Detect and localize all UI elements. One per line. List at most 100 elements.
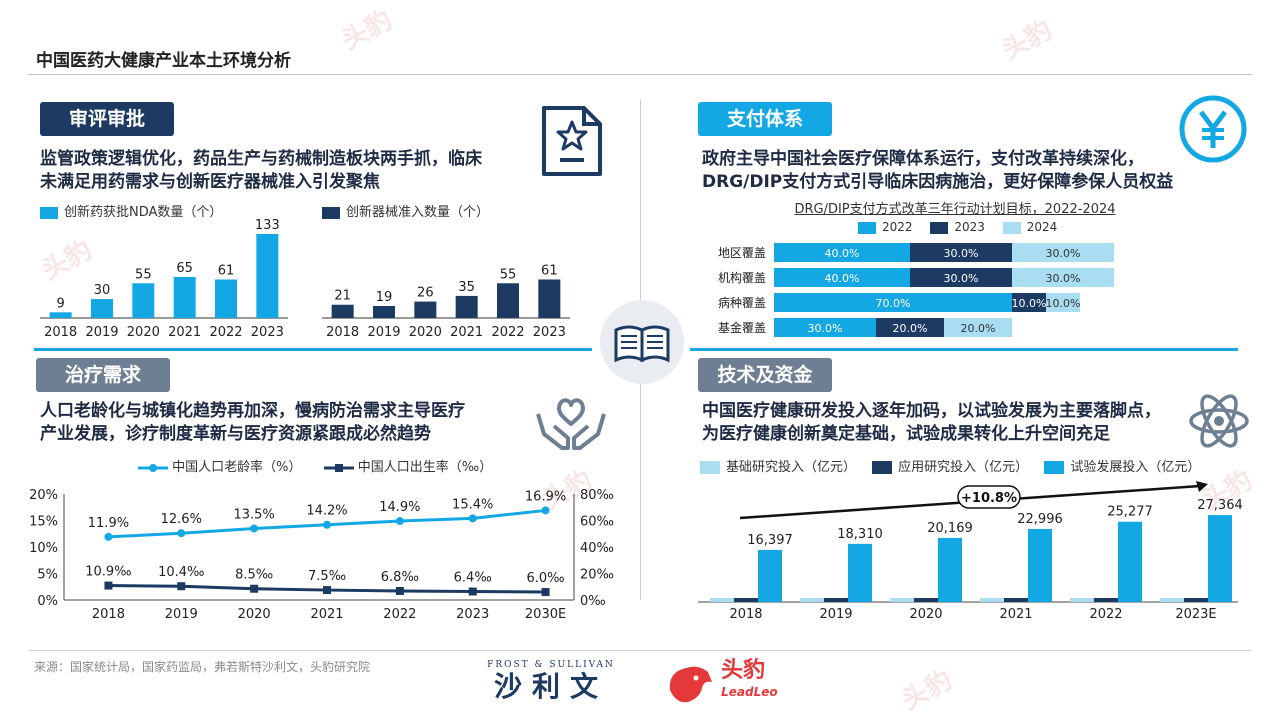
rnd-value-label: 25,277 [1107, 505, 1153, 520]
rnd-bar [824, 598, 848, 602]
rnd-legend-experimental: 试验发展投入（亿元） [1070, 460, 1201, 475]
rnd-x-tick: 2018 [729, 607, 762, 622]
pop-aging-point [250, 524, 259, 533]
pop-x-tick: 2022 [383, 607, 416, 622]
rnd-bar [1160, 598, 1184, 602]
rnd-value-label: 27,364 [1197, 498, 1243, 513]
legend-aging: 中国人口老龄率（%） [172, 460, 302, 475]
watermark-2: 头豹 [337, 5, 398, 57]
rnd-bar [1070, 598, 1094, 602]
pop-data-label: 7.5‰ [308, 569, 346, 584]
nda-bar [132, 283, 155, 318]
devices-x-tick: 2021 [450, 325, 483, 340]
pop-left-tick: 20% [29, 488, 58, 503]
leadleo-en: LeadLeo [721, 685, 778, 699]
rnd-legend-applied-swatch [872, 461, 893, 474]
legend-nda: 创新药获批NDA数量（个） [40, 201, 222, 220]
pop-data-label: 12.6% [161, 512, 202, 527]
drg-segment-label: 10.0% [1046, 297, 1081, 310]
legend-devices-label: 创新器械准入数量（个） [346, 205, 490, 220]
rnd-cagr-badge [957, 485, 1021, 509]
rnd-x-tick: 2020 [909, 607, 942, 622]
rnd-legend-basic-swatch [700, 461, 720, 474]
pop-aging-point [395, 517, 404, 526]
drg-stacked-bar-chart: 地区覆盖 40.0% 30.0% 30.0% 机构覆盖 40.0% 30.0% 30.0% 病种… [718, 243, 1114, 337]
nda-x-tick: 2019 [85, 325, 118, 340]
frost-sullivan-cn: 沙利文 [493, 670, 608, 703]
rnd-bar [710, 598, 734, 602]
devices-x-tick: 2018 [326, 325, 359, 340]
pop-right-tick: 40‰ [580, 541, 614, 556]
rnd-bar [758, 549, 782, 602]
payment-description: 政府主导中国社会医疗保障体系运行，支付改革持续深化， DRG/DIP支付方式引导… [702, 148, 1242, 194]
rnd-bar-chart: +10.8% 16,397 2018 18,310 2019 20,169 2020 22,9… [698, 481, 1243, 622]
pop-left-tick: 10% [29, 541, 58, 556]
rnd-legend: 基础研究投入（亿元） 应用研究投入（亿元） 试验发展投入（亿元） [700, 456, 1200, 475]
rnd-x-tick: 2021 [999, 607, 1032, 622]
review-description: 监管政策逻辑优化，药品生产与药械制造板块两手抓，临床 未满足用药需求与创新医疗器… [40, 148, 540, 194]
drg-legend-2022: 2022 [882, 220, 913, 234]
tag-tech: 技术及资金 [698, 358, 832, 392]
legend-devices: 创新器械准入数量（个） [322, 201, 489, 220]
pop-x-tick: 2021 [310, 607, 343, 622]
pop-data-label: 6.0‰ [527, 571, 565, 586]
legend-nda-label: 创新药获批NDA数量（个） [64, 205, 223, 220]
pop-aging-point [541, 506, 550, 515]
rnd-bar [890, 598, 914, 602]
source-note: 来源：国家统计局，国家药监局，弗若斯特沙利文，头豹研究院 [34, 660, 371, 674]
devices-bar [373, 306, 395, 318]
yuan-icon [1178, 94, 1248, 168]
pop-data-label: 10.4‰ [158, 565, 204, 580]
devices-bar [331, 304, 354, 318]
devices-x-tick: 2022 [491, 325, 524, 340]
drg-bar-segment [1012, 243, 1114, 262]
rnd-value-label: 20,169 [927, 521, 973, 536]
pop-x-tick: 2020 [238, 607, 271, 622]
nda-value-label: 9 [57, 296, 65, 311]
rnd-trend-arrowhead [1196, 481, 1208, 492]
devices-value-label: 35 [458, 280, 475, 295]
rnd-value-label: 22,996 [1017, 512, 1063, 527]
rnd-legend-basic: 基础研究投入（亿元） [726, 460, 857, 475]
nda-x-tick: 2018 [44, 325, 77, 340]
legend-nda-swatch [40, 206, 58, 219]
devices-value-label: 55 [500, 267, 517, 282]
drg-segment-label: 40.0% [825, 272, 860, 285]
pop-data-label: 11.9% [88, 516, 129, 531]
devices-value-label: 19 [376, 290, 393, 305]
drg-bar-segment [1012, 293, 1046, 312]
book-icon [600, 300, 684, 384]
drg-segment-label: 70.0% [876, 297, 911, 310]
nda-value-label: 55 [135, 267, 152, 282]
pop-data-label: 14.2% [306, 504, 347, 519]
drg-bar-segment [910, 268, 1012, 287]
pop-left-tick: 5% [37, 568, 58, 583]
nda-value-label: 133 [255, 218, 280, 233]
drg-bar-segment [1046, 293, 1080, 312]
document-star-icon [538, 104, 606, 182]
footer-divider [28, 650, 1252, 651]
drg-chart-title: DRG/DIP支付方式改革三年行动计划目标，2022-2024 [794, 202, 1116, 217]
nda-bar-chart: 9 2018 30 2019 55 2020 65 2021 61 2022 133 2023 [40, 218, 288, 340]
rnd-bar [800, 598, 824, 602]
pop-right-tick: 60‰ [580, 515, 614, 530]
drg-bar-segment [774, 243, 910, 262]
pop-x-tick: 2023 [456, 607, 489, 622]
population-line-chart: 20% 15% 10% 5% 0% 80‰ 60‰ 40‰ 20‰ 0‰ 2018 2019 2020 2… [29, 488, 614, 622]
pop-aging-point [104, 532, 113, 541]
pop-data-label: 15.4% [452, 497, 493, 512]
page-title: 中国医药大健康产业本土环境分析 [36, 51, 291, 71]
drg-segment-label: 30.0% [1046, 247, 1081, 260]
rnd-bar [1028, 528, 1052, 602]
horizontal-divider-left [34, 348, 592, 351]
pop-data-label: 14.9% [379, 500, 420, 515]
nda-bar [173, 276, 196, 318]
leadleo-leopard-icon [669, 666, 712, 703]
leadleo-cn: 头豹 [721, 658, 766, 683]
drg-segment-label: 10.0% [1012, 297, 1047, 310]
payment-desc-line1: 政府主导中国社会医疗保障体系运行，支付改革持续深化， [702, 149, 1144, 169]
pop-data-label: 6.8‰ [381, 570, 419, 585]
drg-segment-label: 20.0% [893, 322, 928, 335]
payment-desc-line2: DRG/DIP支付方式引导临床因病施治，更好保障参保人员权益 [702, 172, 1174, 192]
nda-value-label: 65 [176, 261, 193, 276]
